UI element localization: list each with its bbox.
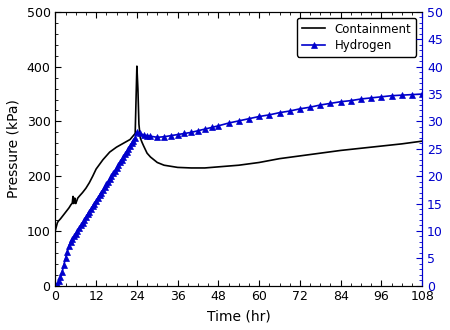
Containment bbox=[419, 139, 425, 143]
Line: Containment: Containment bbox=[55, 66, 422, 230]
Legend: Containment, Hydrogen: Containment, Hydrogen bbox=[297, 18, 416, 57]
Containment bbox=[53, 228, 58, 232]
Hydrogen bbox=[81, 218, 87, 222]
Containment bbox=[138, 136, 143, 140]
X-axis label: Time (hr): Time (hr) bbox=[207, 309, 270, 323]
Hydrogen bbox=[138, 131, 143, 135]
Line: Hydrogen: Hydrogen bbox=[53, 91, 425, 288]
Containment bbox=[114, 145, 119, 149]
Hydrogen bbox=[195, 129, 201, 133]
Containment bbox=[134, 64, 140, 68]
Hydrogen bbox=[53, 284, 58, 288]
Hydrogen bbox=[61, 263, 67, 267]
Containment bbox=[63, 210, 68, 214]
Hydrogen bbox=[236, 119, 242, 123]
Containment bbox=[136, 122, 142, 126]
Hydrogen bbox=[73, 232, 78, 236]
Containment bbox=[75, 196, 81, 200]
Containment bbox=[90, 174, 95, 178]
Hydrogen bbox=[419, 92, 425, 96]
Y-axis label: Pressure (kPa): Pressure (kPa) bbox=[7, 99, 21, 198]
